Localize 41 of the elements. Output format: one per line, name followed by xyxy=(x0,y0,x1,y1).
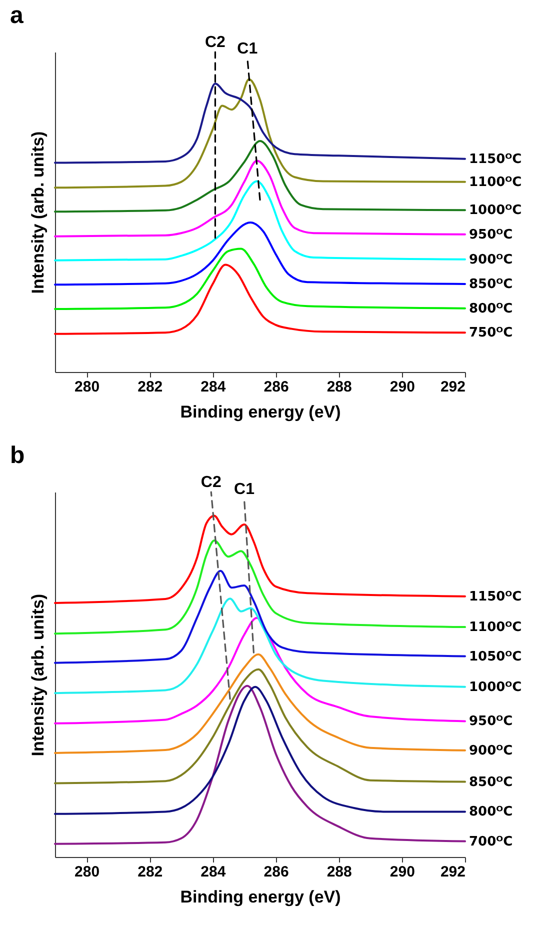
series-label: 1000ᴼC xyxy=(469,680,522,695)
series-label: 900ᴼC xyxy=(469,252,513,268)
series-label: 1150ᴼC xyxy=(469,589,522,604)
x-tick-label: 286 xyxy=(264,864,289,880)
x-tick-label: 280 xyxy=(74,378,100,396)
x-tick-label: 284 xyxy=(200,378,226,396)
series-label: 1000ᴼC xyxy=(469,203,522,218)
text: C2 xyxy=(200,474,222,491)
x-tick-label: 288 xyxy=(326,864,352,880)
series-label: 850ᴼC xyxy=(469,277,513,292)
series-label: 1100ᴼC xyxy=(469,174,522,190)
x-tick-label: 286 xyxy=(264,378,289,396)
x-tick-label: 290 xyxy=(390,378,415,396)
series-label: 850ᴼC xyxy=(469,774,513,790)
x-tick-label: 282 xyxy=(138,378,163,396)
series-label: 1050ᴼC xyxy=(469,649,522,664)
series-label: 750ᴼC xyxy=(469,326,513,341)
series-label: 950ᴼC xyxy=(469,227,513,242)
x-axis-title: Binding energy (eV) xyxy=(180,888,341,906)
series-label: 900ᴼC xyxy=(469,743,513,758)
x-axis-title: Binding energy (eV) xyxy=(180,402,341,422)
series-label: 800ᴼC xyxy=(469,301,513,316)
y-axis-title: Intensity (arb. units) xyxy=(28,594,48,756)
series-label: 950ᴼC xyxy=(469,714,513,730)
annotation: C1 xyxy=(234,480,255,498)
text: C2 xyxy=(204,34,226,51)
x-tick-label: 290 xyxy=(390,864,415,880)
x-tick-label: 284 xyxy=(200,864,226,880)
chart-title: b xyxy=(10,442,25,469)
x-tick-label: 280 xyxy=(74,864,100,880)
x-tick-label: 288 xyxy=(326,378,352,396)
x-tick-label: 282 xyxy=(138,864,163,880)
series-label: 800ᴼC xyxy=(469,804,513,820)
series-label: 700ᴼC xyxy=(469,834,513,850)
x-tick-label: 292 xyxy=(440,378,466,396)
series-label: 1100ᴼC xyxy=(469,620,522,636)
y-axis-title: Intensity (arb. units) xyxy=(28,131,48,294)
series-label: 1150ᴼC xyxy=(469,152,522,167)
x-tick-label: 292 xyxy=(440,864,466,880)
annotation: C1 xyxy=(237,40,258,58)
chart-title: a xyxy=(10,2,24,29)
